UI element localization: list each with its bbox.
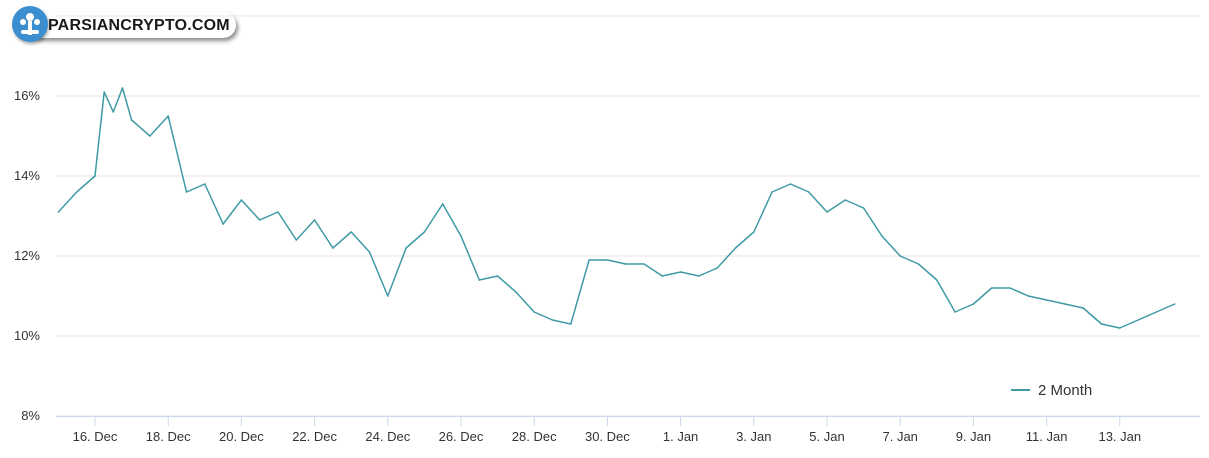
data-point [57, 211, 60, 213]
data-point [277, 211, 279, 213]
data-point [112, 111, 115, 113]
data-point [862, 207, 865, 209]
data-point [661, 275, 664, 277]
x-axis [56, 416, 1200, 426]
data-point [167, 115, 169, 117]
data-point [130, 119, 133, 121]
x-tick-label: 3. Jan [736, 429, 771, 444]
series-layer [57, 87, 1176, 329]
data-point [94, 175, 96, 177]
data-point [643, 263, 645, 265]
data-point [716, 267, 718, 269]
data-point [313, 219, 316, 221]
y-tick-label: 12% [14, 248, 40, 263]
x-tick-label: 28. Dec [512, 429, 557, 444]
data-point [295, 239, 298, 241]
y-tick-label: 10% [14, 328, 40, 343]
data-point [368, 251, 371, 253]
x-tick-label: 20. Dec [219, 429, 264, 444]
data-point [204, 183, 206, 185]
data-point [1009, 287, 1011, 289]
data-point [478, 279, 481, 281]
data-point [258, 219, 261, 221]
legend-item-2-month[interactable]: 2 Month [1038, 382, 1092, 399]
data-point [350, 231, 353, 233]
series-line-2-month [57, 87, 1176, 329]
chart-legend[interactable]: 2 Month [1011, 382, 1092, 399]
data-point [789, 183, 792, 185]
data-point [460, 235, 462, 237]
data-point [1119, 327, 1121, 329]
data-point [899, 255, 901, 257]
data-point [990, 287, 993, 289]
data-point [881, 235, 883, 237]
y-axis-labels: 8% 10% 12% 14% 16% [14, 88, 40, 423]
data-point [807, 191, 810, 193]
data-point [75, 191, 78, 193]
data-point [387, 295, 389, 297]
data-point [1045, 299, 1048, 301]
x-tick-label: 9. Jan [956, 429, 991, 444]
data-point [972, 303, 975, 305]
x-tick-label: 11. Jan [1026, 429, 1068, 444]
data-point [844, 199, 847, 201]
y-tick-label: 8% [21, 408, 40, 423]
data-point [1027, 295, 1030, 297]
data-point [121, 87, 124, 89]
data-point [1064, 303, 1066, 305]
data-point [103, 91, 105, 93]
data-point [441, 203, 444, 205]
x-axis-labels: 16. Dec 18. Dec 20. Dec 22. Dec 24. Dec 26. D… [73, 429, 1142, 444]
data-point [240, 199, 243, 201]
data-point [771, 191, 773, 193]
x-tick-label: 24. Dec [365, 429, 410, 444]
data-point [1137, 319, 1139, 321]
data-point [698, 275, 700, 277]
data-point [1173, 303, 1176, 305]
data-point [496, 275, 499, 277]
data-point [570, 323, 572, 325]
y-tick-label: 16% [14, 88, 40, 103]
data-point [679, 271, 682, 273]
data-point [1155, 311, 1158, 313]
data-point [954, 311, 956, 313]
data-point [405, 247, 407, 249]
data-point [1082, 307, 1084, 309]
data-point [606, 259, 609, 261]
brand-logo-emblem-icon [12, 6, 48, 42]
data-point [515, 291, 517, 293]
x-tick-label: 22. Dec [292, 429, 337, 444]
data-point [624, 263, 627, 265]
grid-lines [56, 15, 1200, 417]
data-point [917, 263, 920, 265]
data-point [734, 247, 737, 249]
data-point [936, 279, 938, 281]
x-tick-label: 18. Dec [146, 429, 191, 444]
x-tick-label: 26. Dec [439, 429, 484, 444]
data-point [222, 223, 224, 225]
data-point [826, 211, 828, 213]
x-tick-label: 30. Dec [585, 429, 630, 444]
data-point [423, 231, 426, 233]
x-tick-label: 7. Jan [882, 429, 917, 444]
x-tick-label: 1. Jan [663, 429, 698, 444]
data-point [588, 259, 590, 261]
data-point [533, 311, 535, 313]
y-tick-label: 14% [14, 168, 40, 183]
x-tick-label: 16. Dec [73, 429, 118, 444]
data-point [753, 231, 755, 233]
x-tick-label: 5. Jan [809, 429, 844, 444]
x-tick-label: 13. Jan [1098, 429, 1141, 444]
data-point [185, 191, 188, 193]
data-point [551, 319, 554, 321]
brand-logo-text: PARSIANCRYPTO.COM [48, 17, 230, 34]
data-point [1100, 323, 1103, 325]
data-point [332, 247, 334, 249]
data-point [149, 135, 151, 137]
